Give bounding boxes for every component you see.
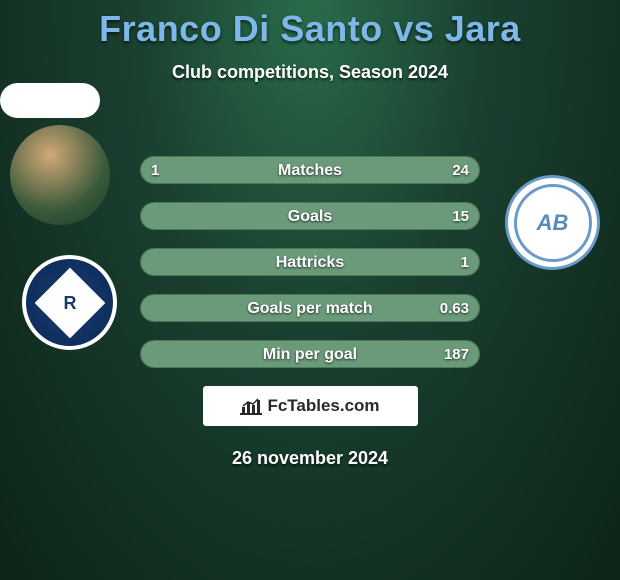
club-badge-right-letters: AB [537, 210, 569, 236]
stat-label: Min per goal [141, 341, 479, 369]
stat-row: Goals per match0.63 [140, 294, 480, 322]
date-line: 26 november 2024 [0, 448, 620, 469]
stat-row: Goals15 [140, 202, 480, 230]
stat-label: Hattricks [141, 249, 479, 277]
page-title: Franco Di Santo vs Jara [0, 0, 620, 50]
stat-label: Goals [141, 203, 479, 231]
stat-label: Matches [141, 157, 479, 185]
stat-value-right: 0.63 [440, 295, 469, 323]
stat-value-right: 187 [444, 341, 469, 369]
club-badge-left: R [22, 255, 117, 350]
stat-row: Matches1 24 [140, 156, 480, 184]
subtitle: Club competitions, Season 2024 [0, 62, 620, 83]
club-badge-left-letters: R [63, 292, 76, 313]
stat-label: Goals per match [141, 295, 479, 323]
brand-text: FcTables.com [267, 396, 379, 416]
player-photo-right [0, 83, 100, 118]
stat-value-right: 15 [452, 203, 469, 231]
brand-box: FcTables.com [203, 386, 418, 426]
stat-row: Hattricks1 [140, 248, 480, 276]
stat-row: Min per goal187 [140, 340, 480, 368]
brand-chart-icon [240, 397, 262, 415]
stat-value-right: 1 [461, 249, 469, 277]
club-badge-right: AB [505, 175, 600, 270]
stat-value-left: 1 [151, 157, 159, 185]
player-photo-left [10, 125, 110, 225]
stat-value-right: 24 [452, 157, 469, 185]
stats-container: Matches124Goals15Hattricks1Goals per mat… [140, 156, 480, 368]
